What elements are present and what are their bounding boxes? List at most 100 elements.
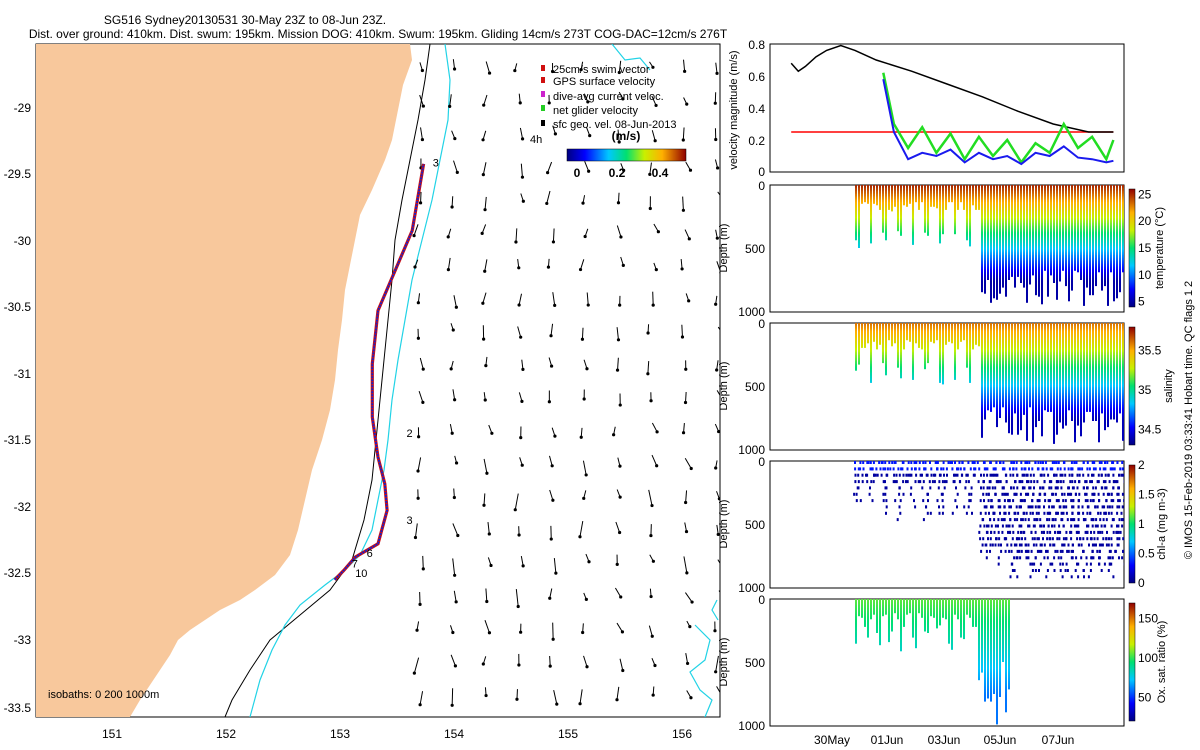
profile-point — [858, 358, 860, 361]
profile-point — [1113, 262, 1115, 265]
temperature-ylabel: Depth (m) — [718, 224, 730, 273]
profile-point — [855, 224, 857, 227]
profile-point — [1092, 192, 1094, 195]
profile-point — [1053, 185, 1055, 187]
profile-point — [1080, 197, 1082, 200]
profile-point — [1020, 246, 1022, 248]
profile-point — [1119, 249, 1121, 251]
profile-point — [1026, 287, 1028, 290]
profile-point — [1104, 238, 1106, 241]
profile-point — [957, 203, 959, 206]
map-ytick-label: -32 — [14, 500, 32, 514]
profile-point — [993, 285, 995, 288]
profile-point — [1020, 279, 1022, 282]
current-arrow-head — [648, 206, 652, 211]
profile-point — [855, 329, 857, 332]
profile-point — [885, 326, 887, 328]
profile-point — [996, 239, 998, 242]
profile-point — [1032, 252, 1034, 255]
profile-point — [948, 198, 950, 201]
profile-point — [1119, 241, 1121, 244]
profile-point — [1017, 223, 1019, 226]
profile-point — [1005, 198, 1007, 201]
profile-point — [1041, 195, 1043, 198]
profile-point — [885, 323, 887, 325]
current-arrow — [614, 587, 622, 598]
profile-point — [891, 323, 893, 325]
profile-point — [1113, 207, 1115, 210]
current-arrow — [483, 458, 488, 474]
profile-point — [1083, 239, 1085, 242]
profile-point — [981, 188, 983, 190]
profile-point — [990, 233, 992, 236]
profile-point — [1056, 200, 1058, 203]
profile-point — [858, 191, 860, 194]
profile-point — [987, 209, 989, 212]
profile-point — [954, 192, 956, 195]
profile-point — [930, 204, 932, 207]
profile-point — [1101, 197, 1103, 200]
profile-point — [1095, 214, 1097, 216]
profile-point — [1071, 204, 1073, 207]
profile-point — [855, 339, 857, 342]
current-arrow-head — [654, 268, 658, 272]
current-arrow-head — [684, 529, 689, 534]
profile-point — [1053, 281, 1055, 283]
profile-point — [1092, 253, 1094, 256]
profile-point — [1029, 274, 1031, 277]
profile-point — [861, 338, 863, 341]
profile-point — [996, 285, 998, 288]
profile-point — [1107, 250, 1109, 253]
profile-point — [1083, 217, 1085, 219]
profile-point — [1077, 236, 1079, 239]
current-arrow-head — [453, 398, 457, 402]
profile-point — [1086, 210, 1088, 213]
profile-point — [1020, 236, 1022, 239]
profile-point — [993, 296, 995, 299]
profile-point — [1089, 284, 1091, 287]
profile-point — [1095, 209, 1097, 212]
profile-point — [930, 200, 932, 203]
profile-point — [1014, 233, 1016, 236]
current-arrow — [685, 490, 688, 503]
profile-point — [1047, 239, 1049, 242]
profile-point — [1119, 270, 1121, 273]
profile-point — [993, 201, 995, 204]
profile-point — [888, 189, 890, 192]
profile-point — [1038, 282, 1040, 285]
profile-point — [1041, 221, 1043, 224]
profile-point — [1038, 271, 1040, 274]
profile-point — [912, 186, 914, 189]
profile-point — [903, 192, 905, 195]
profile-point — [1020, 261, 1022, 264]
profile-point — [1086, 262, 1088, 265]
profile-point — [990, 212, 992, 215]
profile-point — [966, 224, 968, 227]
profile-point — [900, 364, 902, 367]
profile-point — [996, 188, 998, 190]
profile-point — [867, 336, 869, 339]
profile-point — [993, 192, 995, 195]
profile-point — [1122, 259, 1124, 262]
profile-point — [1014, 229, 1016, 232]
profile-point — [996, 264, 998, 267]
profile-point — [1056, 297, 1058, 300]
profile-point — [1086, 220, 1088, 223]
colorbar-tick-label: 10 — [1138, 268, 1152, 282]
profile-point — [1095, 188, 1097, 190]
profile-point — [870, 352, 872, 354]
profile-point — [999, 259, 1001, 262]
profile-point — [1098, 189, 1100, 192]
profile-point — [1029, 256, 1031, 259]
profile-point — [1014, 206, 1016, 209]
profile-point — [1077, 232, 1079, 235]
profile-point — [1104, 200, 1106, 203]
profile-point — [1071, 230, 1073, 233]
profile-point — [984, 285, 986, 288]
profile-point — [1011, 227, 1013, 230]
profile-point — [858, 186, 860, 189]
profile-point — [1008, 201, 1010, 204]
profile-point — [1050, 220, 1052, 223]
map-ytick-label: -32.5 — [4, 566, 32, 580]
current-arrow-head — [619, 235, 623, 239]
